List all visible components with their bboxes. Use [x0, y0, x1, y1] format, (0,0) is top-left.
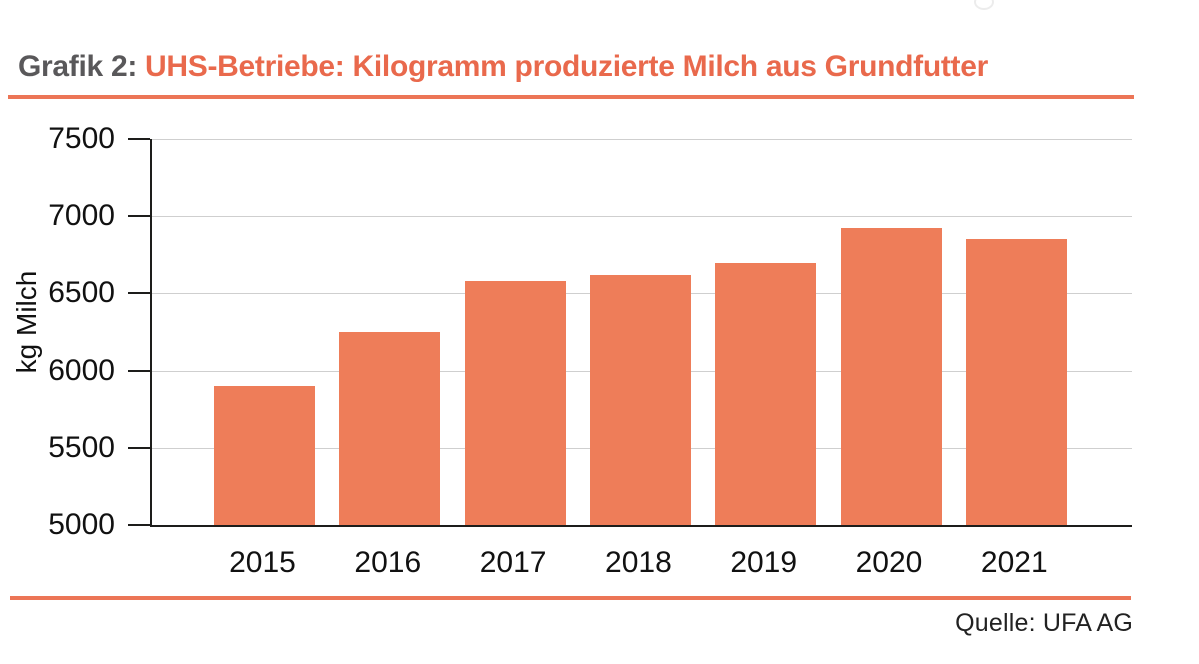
x-tick-label-2021: 2021 — [980, 546, 1048, 579]
chart-title: UHS-Betriebe: Kilogramm produzierte Milc… — [145, 50, 988, 83]
bar-2021 — [965, 239, 1067, 525]
y-tick-label-5500: 5500 — [48, 430, 115, 464]
x-tick-label-2017: 2017 — [479, 546, 547, 579]
x-tick-label-2015: 2015 — [229, 546, 296, 579]
plot-area — [150, 139, 1132, 527]
chart-label-prefix: Grafik 2: — [18, 50, 138, 83]
gridline-7000 — [152, 216, 1132, 218]
x-tick-label-2020: 2020 — [855, 546, 923, 579]
chart-header: Grafik 2: UHS-Betriebe: Kilogramm produzi… — [18, 50, 988, 84]
x-tick-label-2016: 2016 — [354, 546, 422, 579]
y-tick-7000 — [128, 215, 150, 218]
footer-rule — [10, 596, 1131, 600]
bar-2016 — [339, 332, 441, 525]
cropped-glyph-artifact — [974, 0, 994, 10]
title-underline — [8, 95, 1134, 99]
y-tick-6000 — [128, 369, 150, 372]
y-tick-label-7500: 7500 — [48, 122, 115, 155]
y-tick-label-5000: 5000 — [48, 508, 115, 541]
bar-2015 — [214, 386, 315, 525]
gridline-7500 — [152, 139, 1132, 140]
y-tick-5000 — [128, 524, 150, 526]
y-tick-5500 — [128, 446, 150, 449]
y-tick-7500 — [128, 138, 150, 140]
y-tick-label-6500: 6500 — [48, 276, 115, 310]
y-tick-label-6000: 6000 — [48, 353, 115, 387]
bar-2020 — [840, 227, 942, 525]
x-tick-label-2019: 2019 — [730, 546, 798, 579]
y-tick-label-7000: 7000 — [48, 199, 115, 233]
y-tick-6500 — [128, 292, 150, 295]
bar-2018 — [589, 274, 691, 525]
bar-2017 — [464, 281, 566, 525]
x-tick-label-2018: 2018 — [605, 546, 672, 579]
source-credit: Quelle: UFA AG — [955, 609, 1133, 637]
bar-2019 — [715, 262, 817, 525]
